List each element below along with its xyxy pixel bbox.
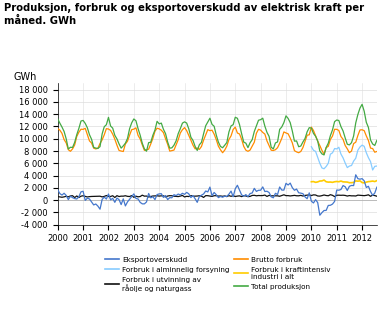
Text: GWh: GWh (13, 72, 37, 82)
Text: Produksjon, forbruk og eksportoverskudd av elektrisk kraft per
måned. GWh: Produksjon, forbruk og eksportoverskudd … (4, 3, 364, 26)
Legend: Eksportoverskudd, Forbruk i alminnelig forsyning, Forbruk i utvinning av
råolje : Eksportoverskudd, Forbruk i alminnelig f… (102, 254, 333, 295)
